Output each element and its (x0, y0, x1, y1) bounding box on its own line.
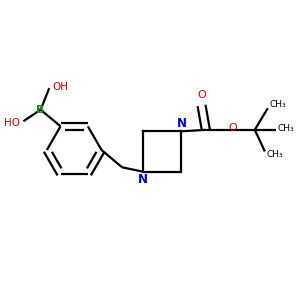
Text: N: N (176, 117, 186, 130)
Text: CH₃: CH₃ (266, 150, 283, 159)
Text: O: O (228, 123, 237, 134)
Text: OH: OH (52, 82, 68, 92)
Text: O: O (197, 90, 206, 100)
Text: HO: HO (4, 118, 20, 128)
Text: CH₃: CH₃ (278, 124, 294, 133)
Text: CH₃: CH₃ (269, 100, 286, 109)
Text: N: N (137, 173, 148, 186)
Text: B: B (36, 105, 45, 115)
